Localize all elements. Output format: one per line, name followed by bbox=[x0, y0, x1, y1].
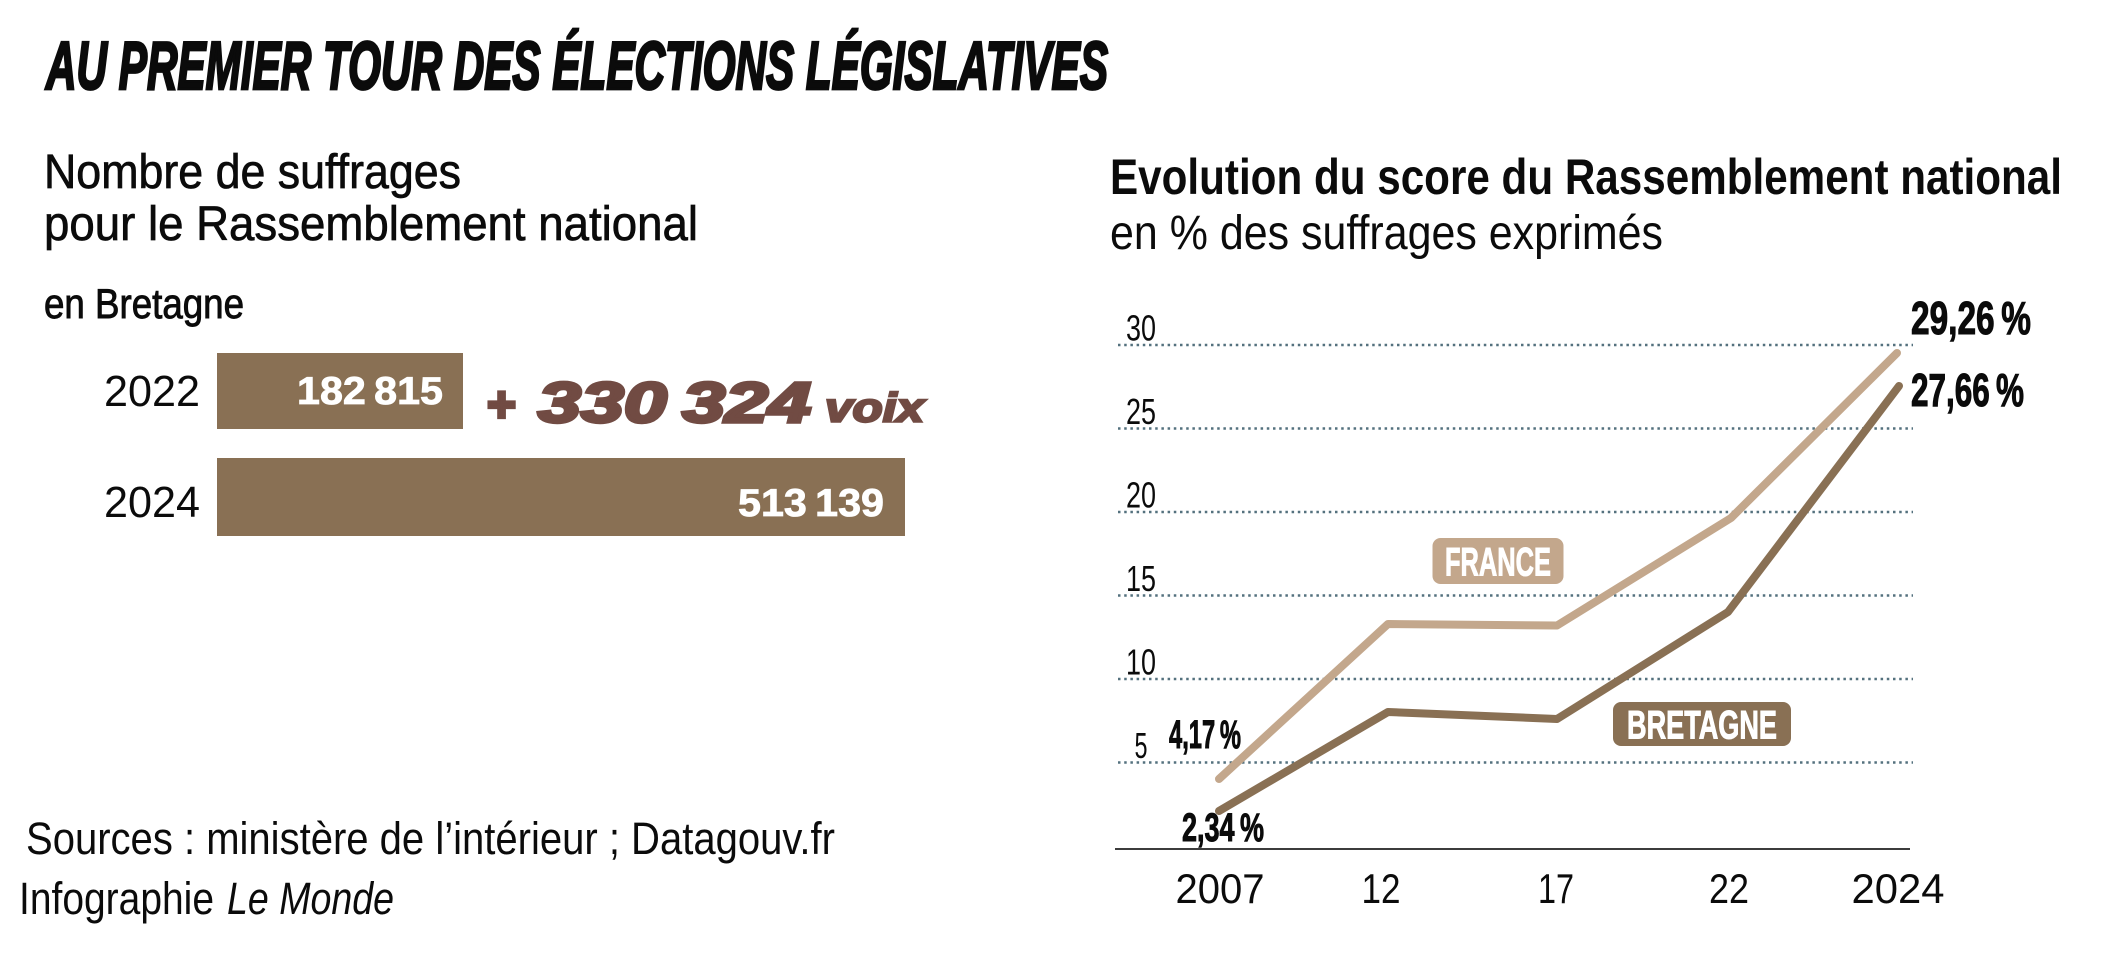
svg-text:12: 12 bbox=[1362, 865, 1401, 912]
svg-text:2024: 2024 bbox=[1852, 865, 1945, 912]
svg-text:2024: 2024 bbox=[104, 478, 200, 527]
svg-text:27,66 %: 27,66 % bbox=[1911, 364, 2024, 416]
svg-text:pour le Rassemblement national: pour le Rassemblement national bbox=[44, 198, 698, 251]
svg-text:2007: 2007 bbox=[1176, 865, 1265, 912]
svg-text:2022: 2022 bbox=[104, 367, 200, 416]
svg-text:17: 17 bbox=[1538, 865, 1574, 912]
svg-text:30: 30 bbox=[1126, 308, 1156, 349]
svg-text:182 815: 182 815 bbox=[297, 370, 443, 413]
svg-text:AU PREMIER TOUR DES ÉLECTIONS: AU PREMIER TOUR DES ÉLECTIONS LÉGISLATIV… bbox=[45, 28, 1108, 104]
svg-text:22: 22 bbox=[1709, 865, 1749, 912]
svg-text:4,17 %: 4,17 % bbox=[1169, 713, 1241, 757]
svg-text:15: 15 bbox=[1126, 558, 1156, 599]
svg-text:Nombre de suffrages: Nombre de suffrages bbox=[44, 146, 461, 199]
svg-text:513 139: 513 139 bbox=[738, 482, 884, 525]
svg-text:Le Monde: Le Monde bbox=[227, 873, 394, 924]
svg-text:FRANCE: FRANCE bbox=[1445, 541, 1551, 585]
svg-text:10: 10 bbox=[1126, 642, 1156, 683]
svg-text:29,26 %: 29,26 % bbox=[1911, 292, 2031, 344]
svg-text:25: 25 bbox=[1126, 391, 1156, 432]
svg-text:en % des suffrages exprimés: en % des suffrages exprimés bbox=[1110, 207, 1663, 260]
svg-text:5: 5 bbox=[1135, 725, 1148, 766]
svg-text:Sources : ministère de l’intér: Sources : ministère de l’intérieur ; Dat… bbox=[26, 813, 835, 864]
svg-text:330 324: 330 324 bbox=[538, 371, 811, 435]
svg-text:+: + bbox=[486, 377, 515, 433]
svg-text:en Bretagne: en Bretagne bbox=[44, 280, 244, 327]
svg-text:voix: voix bbox=[825, 385, 927, 431]
svg-text:Infographie: Infographie bbox=[19, 873, 214, 924]
svg-text:2,34 %: 2,34 % bbox=[1182, 806, 1264, 850]
svg-text:Evolution du score du Rassembl: Evolution du score du Rassemblement nati… bbox=[1110, 149, 2062, 205]
svg-text:20: 20 bbox=[1126, 475, 1156, 516]
svg-text:BRETAGNE: BRETAGNE bbox=[1627, 704, 1777, 748]
